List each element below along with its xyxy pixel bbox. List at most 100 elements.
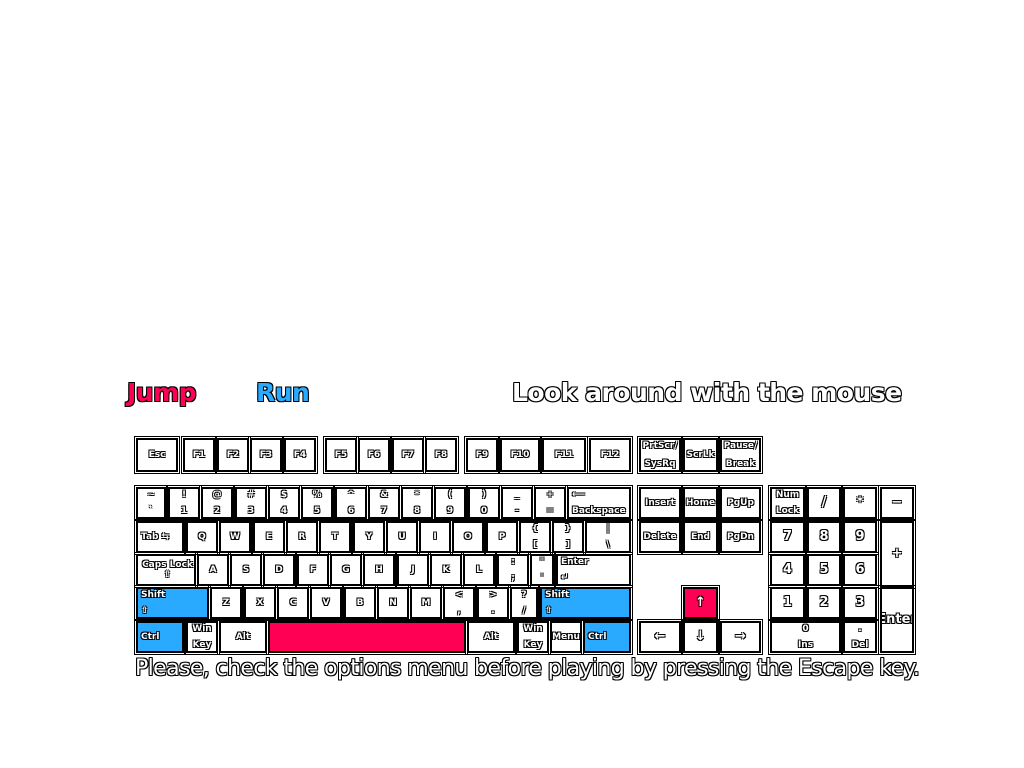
key-d1-label-1: ! [182, 490, 186, 500]
key-d9-label-1: ( [448, 490, 452, 500]
key-d3-label-1: # [247, 490, 255, 500]
key-d7-label-1: & [380, 490, 388, 500]
key-s: S [230, 554, 262, 586]
key-f8: F8 [425, 438, 457, 472]
key-f11-label: F11 [555, 450, 574, 460]
key-minus-label-2: - [515, 506, 519, 516]
key-t: T [319, 521, 351, 553]
key-enter: Enter ↵ [556, 554, 631, 586]
key-m: M [410, 587, 442, 619]
key-n-label: N [389, 598, 397, 608]
key-end-label: End [691, 532, 710, 542]
key-left-label: ← [655, 632, 666, 642]
key-scrlk-label: ScrLk [687, 450, 715, 460]
key-f12: F12 [589, 438, 631, 472]
key-d8-label-2: 8 [414, 506, 420, 516]
key-np-plus-label: + [892, 549, 903, 559]
key-insert: Insert [639, 487, 681, 519]
key-backquote-label-1: ~ [147, 490, 155, 500]
key-rctrl-label: Ctrl [588, 632, 606, 642]
key-np3-label: 3 [855, 598, 864, 608]
key-backslash: | \ [585, 521, 631, 553]
key-g-label: G [342, 565, 349, 575]
key-f6: F6 [358, 438, 390, 472]
escape-hint: Please, check the options menu before pl… [135, 656, 919, 681]
key-c: C [277, 587, 309, 619]
key-f10-label: F10 [511, 450, 530, 460]
key-y-label: Y [366, 532, 373, 542]
key-lwin: Win Key [186, 621, 218, 653]
key-d4-label-2: 4 [281, 506, 287, 516]
key-semicolon-label-2: ; [511, 573, 515, 583]
key-lshift: Shift ⇧ [136, 587, 209, 619]
key-insert-label: Insert [645, 498, 675, 508]
key-d1: ! 1 [168, 487, 200, 519]
key-lalt: Alt [219, 621, 267, 653]
key-rbracket: }] [552, 521, 584, 553]
key-f7-label: F7 [402, 450, 414, 460]
key-menu: Menu [550, 621, 582, 653]
key-np8: 8 [807, 521, 841, 553]
key-capslock: Caps Lock ⇧ [136, 554, 196, 586]
key-home: Home [683, 487, 718, 519]
key-rshift-label-1: Shift [545, 590, 569, 600]
key-np7-label: 7 [783, 532, 792, 542]
key-g: G [330, 554, 362, 586]
key-numlock-label-1: Num [776, 490, 799, 500]
key-np5-label: 5 [819, 565, 828, 575]
key-f12-label: F12 [601, 450, 620, 460]
key-e-label: E [266, 532, 272, 542]
key-np-dot-label-2: Del [852, 640, 869, 650]
key-f4-label: F4 [294, 450, 306, 460]
key-f10: F10 [500, 438, 540, 472]
key-slash-label-2: / [522, 606, 525, 616]
key-f: F [297, 554, 329, 586]
key-d: D [263, 554, 295, 586]
key-a-label: A [210, 565, 217, 575]
key-np4: 4 [770, 554, 805, 586]
key-pause-label-1: Pause/ [724, 441, 758, 451]
key-f4: F4 [284, 438, 316, 472]
key-q-label: Q [198, 532, 206, 542]
key-equal-label-2: = [546, 506, 554, 516]
key-minus-label-1: _ [515, 490, 520, 500]
key-f5-label: F5 [335, 450, 347, 460]
key-np6: 6 [843, 554, 877, 586]
key-f3-label: F3 [260, 450, 272, 460]
key-np-minus: − [880, 487, 914, 519]
key-b-label: B [357, 598, 364, 608]
key-right-label: → [735, 632, 746, 642]
key-slash: ? / [510, 587, 538, 619]
key-rwin-label-1: Win [523, 624, 542, 634]
key-quote: " ' [530, 554, 554, 586]
key-esc: Esc [136, 438, 178, 472]
key-q: Q [186, 521, 218, 553]
key-comma-label-2: , [457, 606, 460, 616]
key-backslash-label-1: | [606, 524, 609, 534]
key-up-label: ↑ [695, 598, 706, 608]
key-u: U [386, 521, 418, 553]
key-k-label: K [443, 565, 450, 575]
key-quote-label-1: " [540, 557, 545, 567]
key-np-div-label: / [822, 498, 827, 508]
key-d9: (9 [434, 487, 466, 519]
key-d4: $4 [268, 487, 300, 519]
key-delete-label: Delete [643, 532, 676, 542]
key-np-enter-label: Enter [880, 615, 914, 625]
key-u-label: U [398, 532, 405, 542]
key-lctrl: Ctrl [136, 621, 184, 653]
key-f2: F2 [217, 438, 249, 472]
key-np7: 7 [770, 521, 805, 553]
key-f9-label: F9 [476, 450, 488, 460]
key-comma: <, [443, 587, 475, 619]
key-down-label: ↓ [695, 632, 706, 642]
key-lbracket: {[ [519, 521, 551, 553]
key-prtscr-label-1: PrtScr/ [643, 441, 678, 451]
key-lshift-label-2: ⇧ [141, 606, 149, 616]
key-y: Y [353, 521, 385, 553]
key-pause-label-2: Break [726, 459, 755, 469]
key-numlock: Num Lock [770, 487, 805, 519]
key-backslash-label-2: \ [606, 540, 609, 550]
key-esc-label: Esc [149, 450, 166, 460]
